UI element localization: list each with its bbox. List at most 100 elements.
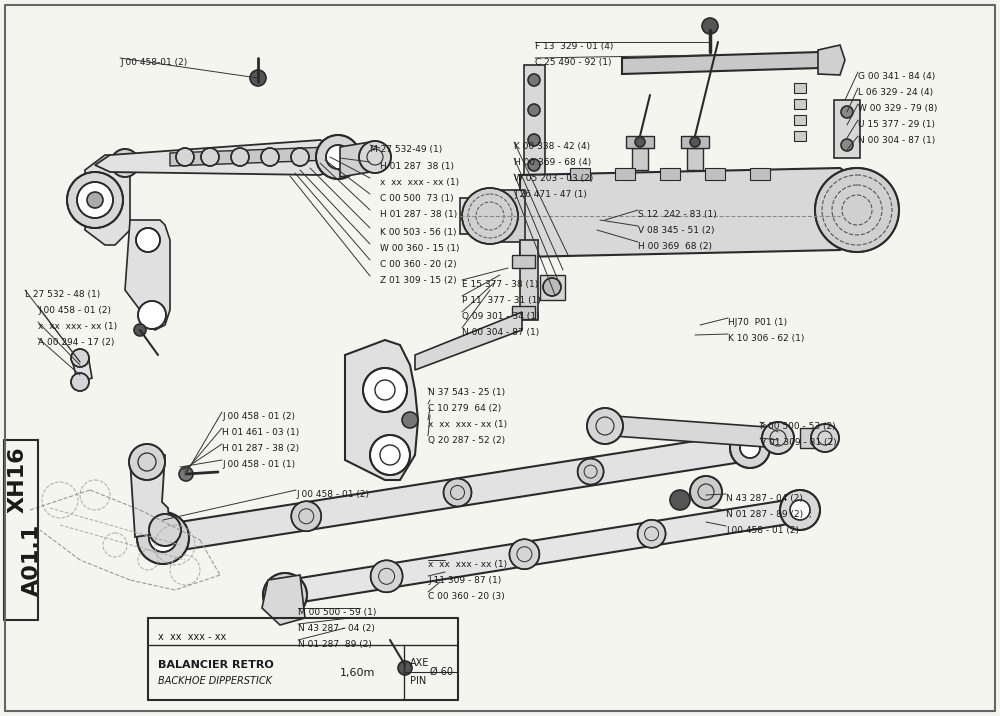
Polygon shape [268, 498, 802, 607]
Text: U 15 377 - 29 (1): U 15 377 - 29 (1) [858, 120, 935, 129]
Text: N 00 304 - 87 (1): N 00 304 - 87 (1) [858, 136, 935, 145]
Polygon shape [512, 306, 535, 319]
Circle shape [326, 145, 350, 169]
Polygon shape [340, 142, 370, 177]
Circle shape [134, 324, 146, 336]
Text: A01.1: A01.1 [22, 524, 42, 596]
Text: W 05 203 - 03 (2): W 05 203 - 03 (2) [514, 174, 593, 183]
Circle shape [528, 134, 540, 146]
Polygon shape [660, 168, 680, 180]
Polygon shape [415, 312, 522, 370]
Circle shape [702, 18, 718, 34]
Text: 1,60m: 1,60m [340, 668, 375, 678]
Polygon shape [490, 190, 525, 242]
Polygon shape [626, 136, 654, 148]
Text: Z 01 309 - 15 (2): Z 01 309 - 15 (2) [380, 276, 457, 285]
Text: J 00 458 - 01 (2): J 00 458 - 01 (2) [726, 526, 799, 535]
Circle shape [790, 500, 810, 520]
Circle shape [250, 70, 266, 86]
Text: x  xx  xxx - xx (1): x xx xxx - xx (1) [38, 322, 117, 331]
Text: F 13  329 - 01 (4): F 13 329 - 01 (4) [535, 42, 613, 51]
Circle shape [730, 428, 770, 468]
Circle shape [137, 512, 189, 564]
Text: V 08 345 - 51 (2): V 08 345 - 51 (2) [638, 226, 714, 235]
Circle shape [762, 422, 794, 454]
Circle shape [67, 172, 123, 228]
Circle shape [638, 520, 666, 548]
Circle shape [273, 583, 297, 607]
Circle shape [149, 514, 181, 546]
Text: M 00 500 - 59 (1): M 00 500 - 59 (1) [298, 608, 376, 617]
Text: J 00 458-01 (2): J 00 458-01 (2) [120, 58, 187, 67]
Circle shape [587, 408, 623, 444]
Text: K 00 503 - 56 (1): K 00 503 - 56 (1) [380, 228, 456, 237]
Circle shape [528, 74, 540, 86]
Text: A 00 294 - 17 (2): A 00 294 - 17 (2) [38, 338, 114, 347]
Circle shape [670, 490, 690, 510]
Polygon shape [125, 220, 170, 330]
Text: W 00 360 - 15 (1): W 00 360 - 15 (1) [380, 244, 460, 253]
Circle shape [71, 373, 89, 391]
Polygon shape [794, 99, 806, 109]
Text: C 00 360 - 20 (3): C 00 360 - 20 (3) [428, 592, 505, 601]
Text: K 00 338 - 42 (4): K 00 338 - 42 (4) [514, 142, 590, 151]
Text: H 00 369  68 (2): H 00 369 68 (2) [638, 242, 712, 251]
Text: H 01 461 - 03 (1): H 01 461 - 03 (1) [222, 428, 299, 437]
Text: C 10 279  64 (2): C 10 279 64 (2) [428, 404, 501, 413]
Polygon shape [615, 168, 635, 180]
Text: XH16: XH16 [8, 447, 28, 513]
Polygon shape [170, 147, 330, 166]
Text: HJ70  P01 (1): HJ70 P01 (1) [728, 318, 787, 327]
Circle shape [136, 228, 160, 252]
Text: Q 20 287 - 52 (2): Q 20 287 - 52 (2) [428, 436, 505, 445]
Text: H 01 287 - 38 (1): H 01 287 - 38 (1) [380, 210, 457, 219]
Text: x  xx  xxx - xx (1): x xx xxx - xx (1) [428, 420, 507, 429]
Text: V 01 309 - 81 (2): V 01 309 - 81 (2) [760, 438, 837, 447]
Circle shape [543, 278, 561, 296]
Circle shape [635, 137, 645, 147]
Text: BALANCIER RETRO: BALANCIER RETRO [158, 660, 274, 670]
Polygon shape [524, 65, 545, 175]
Circle shape [690, 137, 700, 147]
Polygon shape [750, 168, 770, 180]
Circle shape [740, 438, 760, 458]
Text: PIN: PIN [410, 676, 426, 686]
Polygon shape [85, 155, 130, 245]
Text: J 11 309 - 87 (1): J 11 309 - 87 (1) [428, 576, 501, 585]
Text: H 00 369 - 68 (4): H 00 369 - 68 (4) [514, 158, 591, 167]
Polygon shape [687, 148, 703, 170]
Polygon shape [794, 83, 806, 93]
Circle shape [509, 539, 539, 569]
Polygon shape [460, 198, 495, 234]
Circle shape [370, 435, 410, 475]
Text: P 11  377 - 31 (1): P 11 377 - 31 (1) [462, 296, 541, 305]
Text: J 00 458 - 01 (2): J 00 458 - 01 (2) [222, 412, 295, 421]
Text: K 10 306 - 62 (1): K 10 306 - 62 (1) [728, 334, 804, 343]
Text: C 25 490 - 92 (1): C 25 490 - 92 (1) [535, 58, 612, 67]
Polygon shape [794, 115, 806, 125]
Polygon shape [794, 131, 806, 141]
Circle shape [77, 182, 113, 218]
Text: H 01 287 - 38 (2): H 01 287 - 38 (2) [222, 444, 299, 453]
Text: N 01 287  89 (2): N 01 287 89 (2) [298, 640, 372, 649]
Polygon shape [520, 168, 855, 257]
Circle shape [398, 661, 412, 675]
Text: H 01 287  38 (1): H 01 287 38 (1) [380, 162, 454, 171]
Text: Ø 60: Ø 60 [430, 667, 453, 677]
Circle shape [316, 135, 360, 179]
Circle shape [149, 524, 177, 552]
Circle shape [111, 149, 139, 177]
Circle shape [578, 459, 604, 485]
Text: J 00 458 - 01 (1): J 00 458 - 01 (1) [222, 460, 295, 469]
Circle shape [780, 490, 820, 530]
Circle shape [528, 104, 540, 116]
Circle shape [201, 148, 219, 166]
Circle shape [129, 444, 165, 480]
Circle shape [71, 349, 89, 367]
Circle shape [462, 188, 518, 244]
Circle shape [176, 148, 194, 166]
Polygon shape [570, 168, 590, 180]
Text: AXE: AXE [410, 658, 429, 668]
Polygon shape [72, 355, 92, 383]
Text: x  xx  xxx - xx (1): x xx xxx - xx (1) [380, 178, 459, 187]
